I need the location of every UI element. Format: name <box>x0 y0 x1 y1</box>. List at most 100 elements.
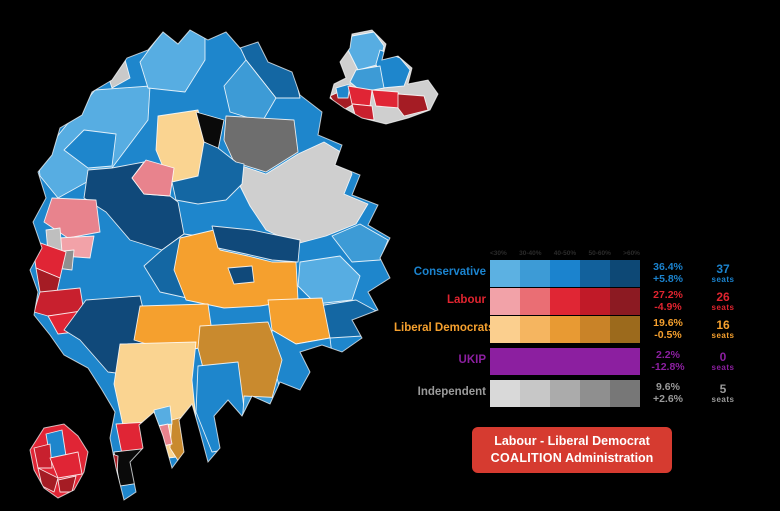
coalition-caption: Labour - Liberal Democrat COALITION Admi… <box>472 427 672 473</box>
map-division <box>397 93 429 117</box>
legend-rows: Conservative 36.4% +5.8% 37 seats Labour 27.2%… <box>394 259 780 407</box>
ramp-cell <box>610 259 640 287</box>
seats-word: seats <box>711 330 735 340</box>
ramp-cell <box>550 347 580 375</box>
map-division <box>49 451 83 479</box>
share-percent: 19.6% <box>653 316 683 329</box>
party-name-label: UKIP <box>458 354 486 367</box>
ramp-cell <box>520 347 550 375</box>
map-svg <box>29 29 439 501</box>
map-division <box>211 225 301 263</box>
legend-row-labour: Labour 27.2% -4.9% 26 seats <box>394 287 780 315</box>
party-name-label: Independent <box>417 386 486 399</box>
legend-row-independent: Independent 9.6% +2.6% 5 seats <box>394 379 780 407</box>
share-change: -0.5% <box>654 329 682 341</box>
map-division <box>351 103 375 121</box>
ramp-cell <box>580 347 610 375</box>
share-change: +2.6% <box>652 393 684 405</box>
caption-line2: COALITION Administration <box>476 450 668 467</box>
seats-won: 0 seats <box>696 351 750 372</box>
ramp-cell <box>550 315 580 343</box>
ramp-cell <box>520 379 550 407</box>
ramp-cell <box>550 287 580 315</box>
vote-share-value: 2.2% -12.8% <box>640 349 696 373</box>
barrow-inset <box>30 424 88 498</box>
seats-number: 37 <box>716 261 730 276</box>
seats-won: 26 seats <box>696 291 750 312</box>
share-change: -4.9% <box>654 301 682 313</box>
vote-share-ramp <box>490 347 640 375</box>
scale-label: <30% <box>490 250 507 257</box>
map-division <box>149 423 173 449</box>
shade-scale-labels: <30% 30-40% 40-50% 50-60% >60% <box>490 250 640 257</box>
ramp-cell <box>490 315 520 343</box>
seats-number: 5 <box>719 381 727 396</box>
seats-word: seats <box>711 302 735 312</box>
ramp-cell <box>520 259 550 287</box>
seats-won: 5 seats <box>696 383 750 404</box>
map-division <box>239 141 369 245</box>
ramp-cell <box>580 379 610 407</box>
party-name-label: Liberal Democrats <box>394 322 495 335</box>
share-percent: 9.6% <box>656 380 680 393</box>
seats-won: 37 seats <box>696 263 750 284</box>
ramp-cell <box>520 287 550 315</box>
seats-word: seats <box>711 394 735 404</box>
ramp-cell <box>610 347 640 375</box>
party-name-label: Labour <box>447 294 486 307</box>
map-division <box>249 429 285 463</box>
legend-row-ukip: UKIP 2.2% -12.8% 0 seats <box>394 347 780 375</box>
map-division <box>171 141 245 205</box>
map-division <box>335 83 351 99</box>
party-name-label: Conservative <box>413 266 486 279</box>
scale-label: >60% <box>623 250 640 257</box>
map-division <box>297 255 361 305</box>
map-division <box>371 89 401 109</box>
vote-share-value: 27.2% -4.9% <box>640 289 696 313</box>
scale-label: 30-40% <box>519 250 542 257</box>
share-percent: 36.4% <box>653 260 683 273</box>
carlisle-inset-outline <box>329 29 439 125</box>
ramp-cell <box>550 379 580 407</box>
vote-share-ramp <box>490 379 640 407</box>
seats-number: 0 <box>719 349 727 364</box>
caption-line1: Labour - Liberal Democrat <box>494 434 650 448</box>
ramp-cell <box>610 315 640 343</box>
map-division <box>131 159 175 197</box>
ramp-cell <box>490 347 520 375</box>
ramp-cell <box>580 259 610 287</box>
ramp-cell <box>550 259 580 287</box>
share-change: +5.8% <box>652 273 684 285</box>
ramp-cell <box>520 315 550 343</box>
map-division <box>33 443 53 469</box>
ramp-cell <box>490 259 520 287</box>
vote-share-ramp <box>490 259 640 287</box>
ramp-cell <box>580 287 610 315</box>
map-division <box>115 421 155 455</box>
ramp-cell <box>610 379 640 407</box>
cumbria-election-map <box>29 29 439 501</box>
vote-share-ramp <box>490 315 640 343</box>
map-division <box>241 395 291 449</box>
vote-share-ramp <box>490 287 640 315</box>
county-outline <box>29 29 391 501</box>
seats-word: seats <box>711 362 735 372</box>
ramp-cell <box>580 315 610 343</box>
map-division <box>139 30 206 93</box>
caption-coalition-word: COALITION <box>490 450 563 465</box>
share-percent: 27.2% <box>653 288 683 301</box>
caption-administration-word: Administration <box>562 450 654 465</box>
share-change: -12.8% <box>651 361 685 373</box>
legend-row-conservative: Conservative 36.4% +5.8% 37 seats <box>394 259 780 287</box>
ramp-cell <box>490 379 520 407</box>
ramp-cell <box>610 287 640 315</box>
map-division <box>347 85 373 107</box>
map-division <box>63 129 117 169</box>
legend-row-liberal-democrats: Liberal Democrats 19.6% -0.5% 16 seats <box>394 315 780 343</box>
scale-label: 40-50% <box>553 250 577 257</box>
seats-word: seats <box>711 274 735 284</box>
seats-number: 16 <box>716 317 730 332</box>
ramp-cell <box>490 287 520 315</box>
map-division <box>103 451 119 495</box>
barrow-inset-outline <box>29 423 89 499</box>
